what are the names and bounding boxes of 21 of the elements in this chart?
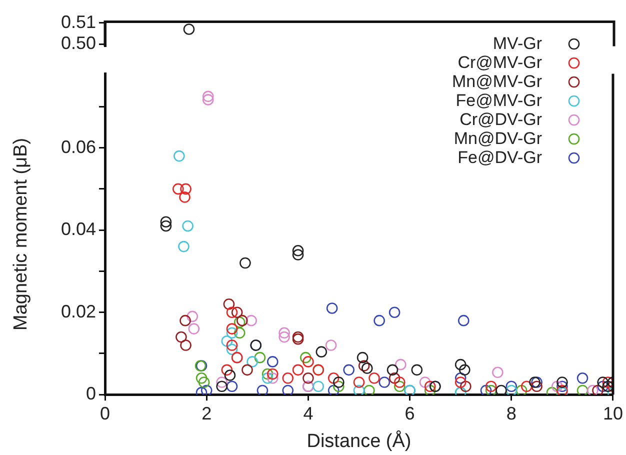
legend-label: MV-Gr (492, 34, 542, 53)
legend-label: Cr@DV-Gr (460, 110, 542, 129)
y-tick-label: 0.02 (60, 301, 96, 322)
legend-label: Mn@DV-Gr (454, 129, 542, 148)
x-tick-label: 2 (202, 403, 212, 424)
legend-label: Cr@MV-Gr (458, 53, 542, 72)
y-tick-label: 0.06 (60, 136, 96, 157)
y-tick-label: 0.51 (60, 12, 96, 32)
x-tick-label: 4 (303, 403, 314, 424)
x-tick-label: 8 (506, 403, 516, 424)
y-tick-label: 0 (86, 384, 96, 404)
y-axis-title: Magnetic moment (μB) (10, 138, 32, 330)
x-tick-label: 0 (100, 403, 110, 424)
y-tick-label: 0.50 (60, 33, 96, 54)
legend-label: Fe@MV-Gr (456, 91, 542, 110)
y-tick-label: 0.04 (60, 219, 96, 240)
x-tick-label: 10 (602, 403, 624, 424)
x-axis-title: Distance (Å) (306, 430, 412, 452)
x-tick-label: 6 (404, 403, 415, 424)
legend-label: Mn@MV-Gr (452, 72, 542, 91)
legend-label: Fe@DV-Gr (458, 148, 542, 167)
